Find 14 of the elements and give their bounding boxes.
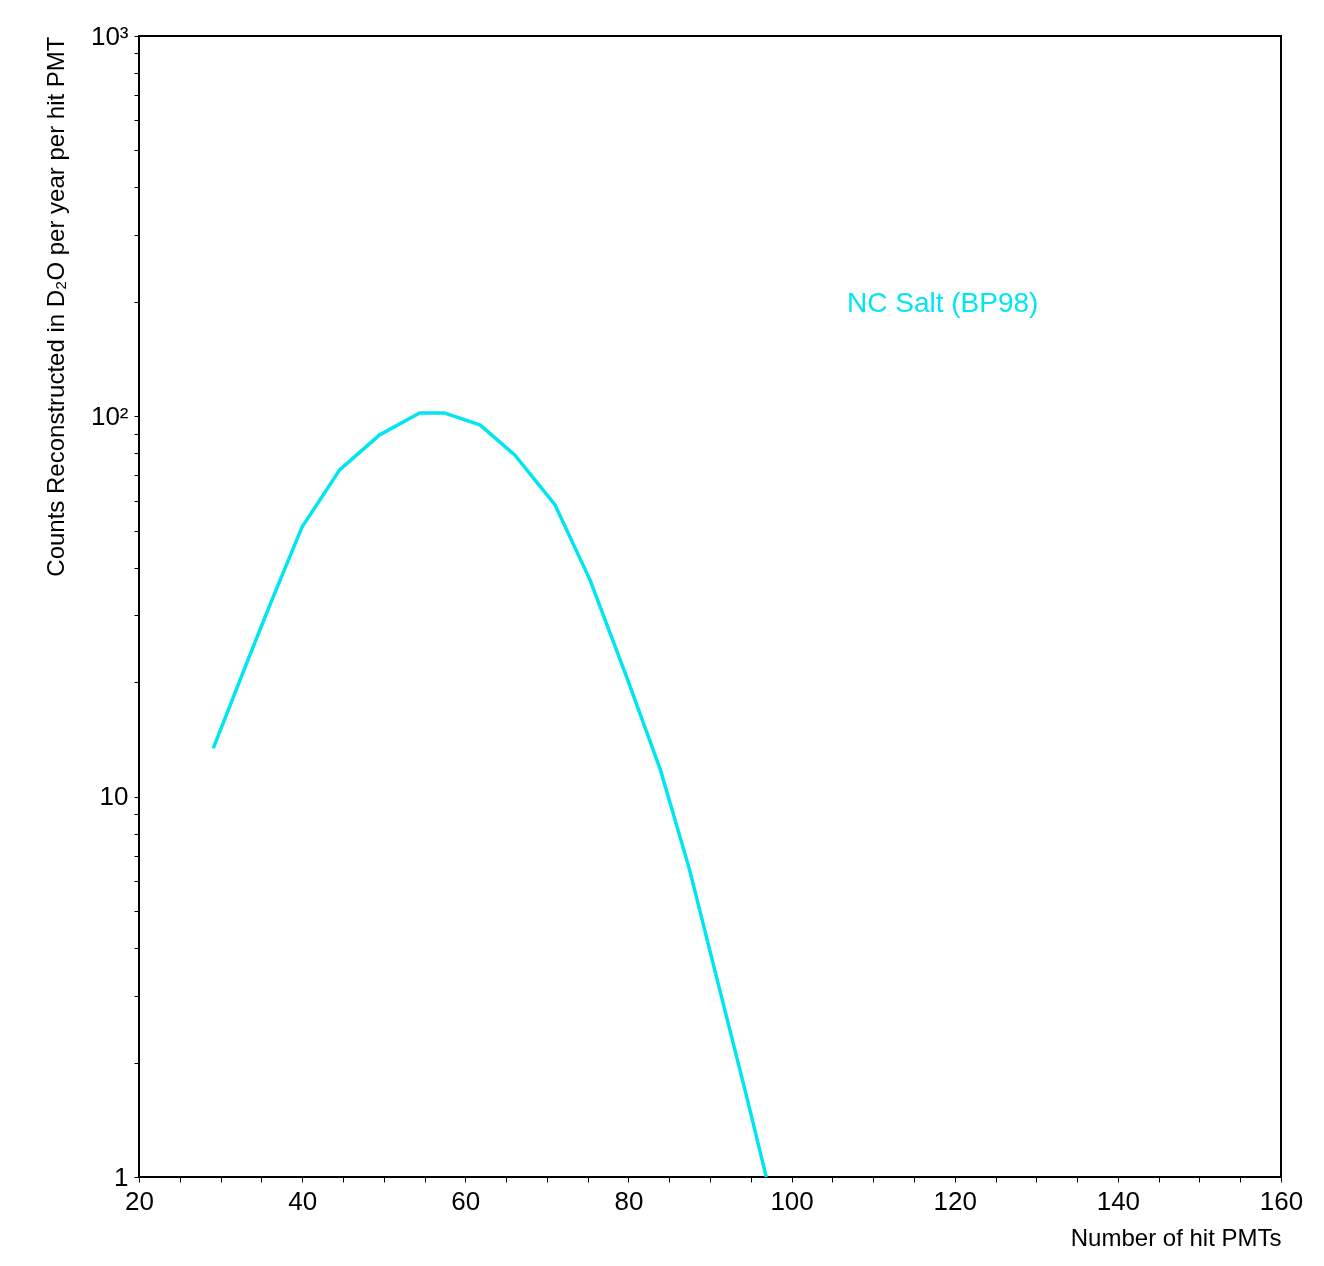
y-tick-label: 10³ bbox=[90, 20, 129, 51]
y-tick-label: 10 bbox=[99, 781, 129, 812]
x-tick-label: 80 bbox=[614, 1185, 644, 1216]
y-tick-label: 10² bbox=[90, 400, 129, 431]
y-axis-title: Counts Reconstructed in D₂O per year per hit PMT bbox=[41, 36, 69, 577]
x-tick-label: 40 bbox=[288, 1185, 318, 1216]
x-tick-label: 100 bbox=[770, 1185, 814, 1216]
x-tick-label: 160 bbox=[1259, 1185, 1304, 1216]
x-axis-title: Number of hit PMTs bbox=[1070, 1223, 1282, 1251]
text: NC Salt (BP98) bbox=[847, 287, 1039, 319]
x-tick-label: 140 bbox=[1096, 1185, 1141, 1216]
line-series bbox=[211, 411, 769, 1179]
x-tick-label: 120 bbox=[933, 1185, 977, 1216]
x-tick-label: 60 bbox=[451, 1185, 481, 1216]
